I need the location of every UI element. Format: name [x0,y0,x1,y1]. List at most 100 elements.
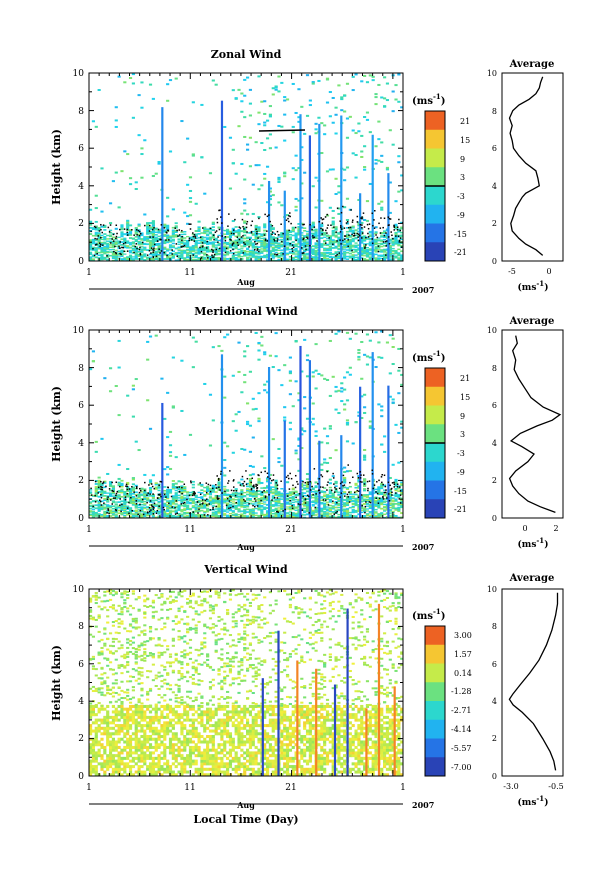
heatmap-cell [337,389,341,392]
heatmap-cell [194,240,198,243]
heatmap-cell [97,487,101,490]
heatmap-cell [277,178,281,181]
heatmap-cell [383,501,387,503]
heatmap-cell [325,498,330,500]
contour-dot [271,225,274,227]
heatmap-cell [94,504,98,507]
heatmap-cell [343,480,347,482]
heatmap-cell [354,73,358,76]
heatmap-cell [248,484,253,487]
heatmap-cell [288,252,292,254]
contour-dot [302,238,304,241]
heatmap-cell [345,258,350,260]
heatmap-cell [200,103,204,106]
zonal-y-tick-labels: 0 2 4 6 8 10 [73,69,85,267]
heatmap-cell [328,492,332,495]
heatmap-cell [305,510,310,513]
heatmap-cell [308,99,312,102]
contour-dot [217,241,219,243]
heatmap-cell [89,502,93,504]
heatmap-cell [123,253,127,255]
heatmap-cell [248,502,253,505]
heatmap-cell [243,509,247,512]
heatmap-cell [337,508,341,511]
heatmap-cell [314,387,318,390]
heatmap-cell [320,237,324,240]
heatmap-cell [314,233,318,236]
heatmap-cell [314,481,318,484]
heatmap-cell [151,254,155,257]
heatmap-cell [214,259,218,261]
heatmap-cell [89,243,93,246]
heatmap-cell [360,235,364,238]
heatmap-cell [363,237,367,239]
heatmap-cell [363,250,367,252]
heatmap-cell [388,247,392,249]
heatmap-cell [243,240,247,243]
heatmap-cell [388,395,392,398]
heatmap-cell [223,257,227,259]
heatmap-cell [303,236,307,239]
heatmap-cell [103,258,107,260]
heatmap-cell [354,234,358,237]
heatmap-cell [248,424,253,427]
heatmap-cell [351,495,355,497]
heatmap-cell [380,200,384,203]
heatmap-cell [197,513,201,516]
heatmap-cell [143,239,147,242]
heatmap-cell [400,488,403,491]
contour-dot [245,483,248,486]
heatmap-cell [305,249,310,251]
heatmap-cell [157,506,161,509]
heatmap-cell [140,81,144,84]
heatmap-cell [297,512,301,514]
heatmap-cell [351,244,355,247]
heatmap-cell [285,253,290,256]
heatmap-cell [348,485,352,488]
heatmap-cell [303,253,307,255]
heatmap-cell [203,239,207,242]
heatmap-cell [211,223,215,225]
heatmap-cell [111,516,115,518]
heatmap-cell [94,440,98,443]
y-tick-label: 4 [78,182,84,192]
heatmap-cell [151,474,155,477]
heatmap-cell [314,249,318,252]
heatmap-cell [243,491,247,494]
heatmap-cell [314,510,318,513]
contour-dot [318,220,320,223]
heatmap-cell [100,250,104,253]
heatmap-cell [305,487,310,490]
heatmap-cell [186,514,190,517]
heatmap-cell [188,508,193,511]
heatmap-cell [117,497,121,499]
heatmap-cell [377,514,381,516]
heatmap-cell [388,211,392,214]
contour-dot [119,228,121,231]
heatmap-cell [263,239,267,241]
heatmap-cell [191,516,195,518]
heatmap-cell [251,511,255,514]
heatmap-cell [146,224,150,226]
heatmap-cell [365,200,370,203]
heatmap-cell [248,237,253,239]
heatmap-cell [268,489,272,491]
contour-dot [229,250,232,252]
heatmap-cell [320,231,324,234]
heatmap-cell [103,515,107,517]
heatmap-cell [400,373,403,376]
contour-dot [215,230,218,232]
heatmap-cell [246,499,250,501]
heatmap-cell [180,500,184,502]
heatmap-cell [174,225,178,228]
heatmap-cell [154,240,158,243]
heatmap-cell [248,259,253,261]
heatmap-cell [337,254,341,256]
heatmap-cell [237,493,241,495]
heatmap-cell [323,500,327,502]
heatmap-cell [343,505,347,508]
contour-dot [224,236,226,238]
heatmap-cell [89,257,93,260]
heatmap-cell [251,514,255,516]
heatmap-cell [246,497,250,500]
